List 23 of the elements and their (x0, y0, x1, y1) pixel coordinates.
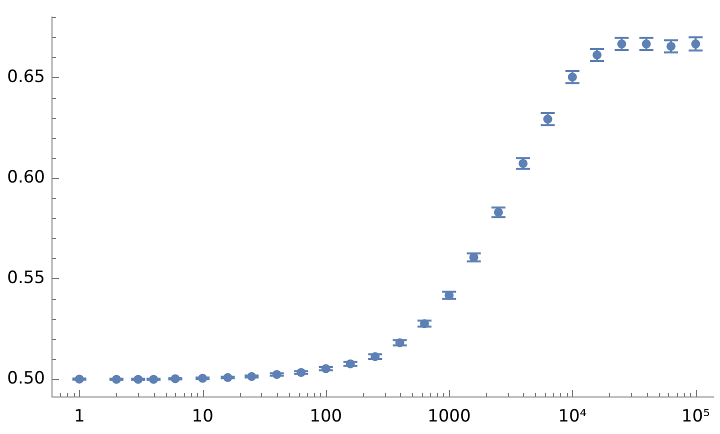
x-tick-label: 1000 (428, 406, 471, 427)
x-tick-label: 1 (74, 406, 85, 427)
point (444, 290, 454, 300)
point (198, 374, 208, 383)
x-tick-label: 10⁴ (558, 406, 587, 427)
y-tick-label: 0.65 (7, 66, 45, 87)
point (149, 374, 158, 384)
point (296, 368, 306, 377)
point (395, 338, 404, 348)
point (321, 364, 330, 374)
point (272, 370, 282, 379)
x-tick-label: 10⁵ (681, 406, 710, 427)
point (370, 352, 380, 362)
point (346, 359, 355, 368)
point (247, 372, 256, 382)
y-tick-label: 0.60 (7, 167, 45, 188)
x-tick-label: 100 (310, 406, 342, 427)
x-tick-label: 10 (192, 406, 214, 427)
y-tick-label: 0.50 (7, 368, 45, 388)
y-tick-label: 0.55 (7, 268, 45, 288)
point (420, 319, 429, 328)
point (223, 373, 232, 382)
point (74, 374, 84, 384)
